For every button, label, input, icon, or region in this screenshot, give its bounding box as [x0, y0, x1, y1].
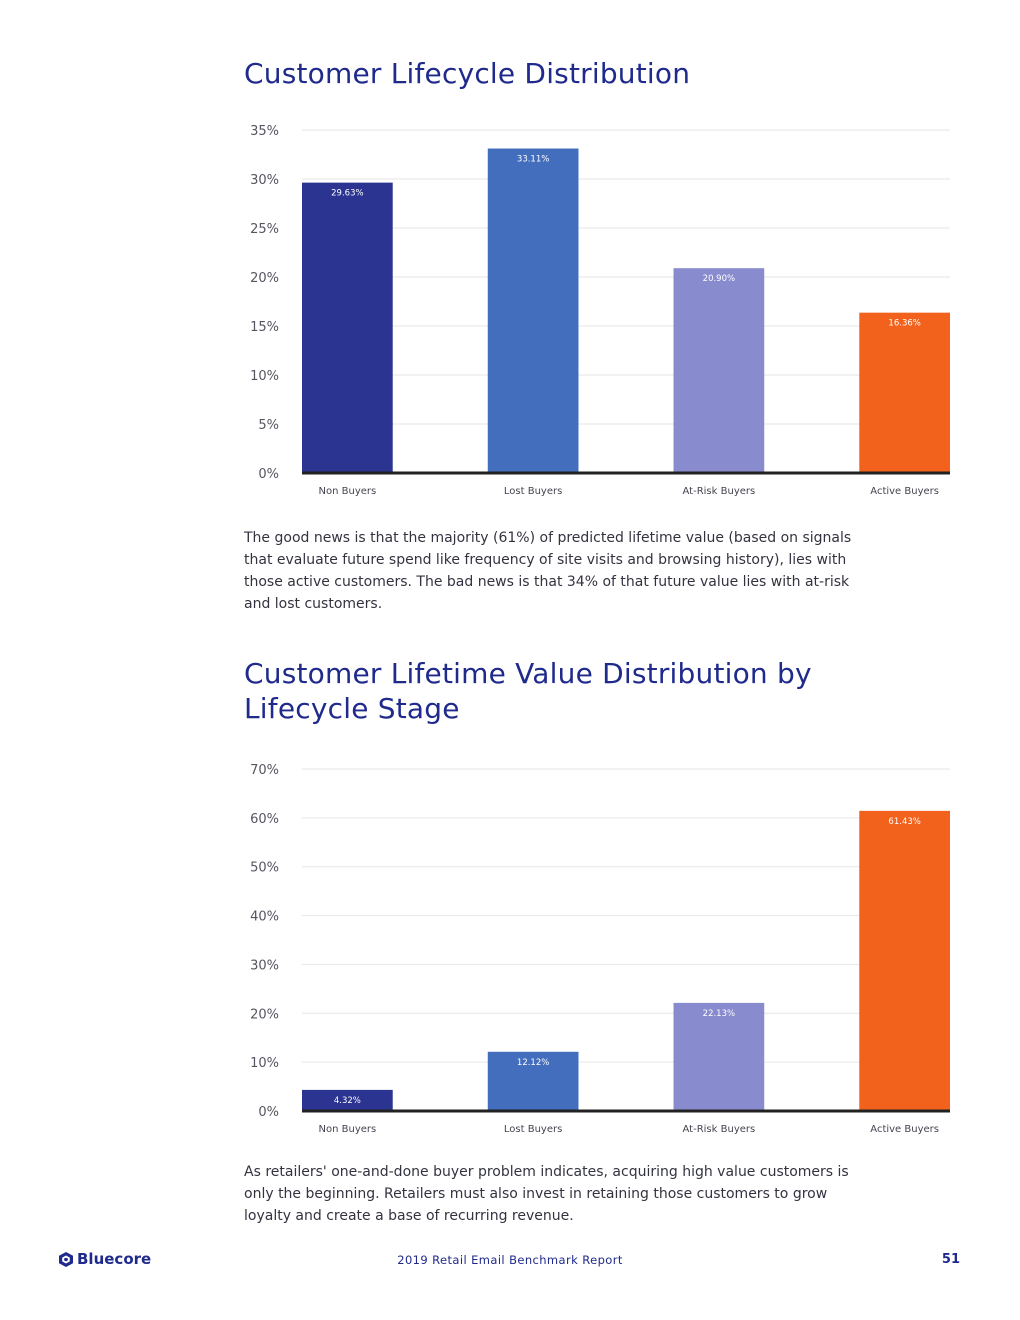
y-tick-label: 5%: [258, 418, 279, 433]
x-tick-label: Lost Buyers: [504, 486, 562, 497]
x-tick-label: Active Buyers: [870, 486, 939, 497]
data-label: 20.90%: [703, 274, 735, 284]
bar-active-buyers: [859, 810, 950, 1111]
y-tick-label: 0%: [258, 1105, 279, 1120]
y-tick-label: 20%: [250, 271, 279, 286]
y-tick-label: 70%: [250, 763, 279, 778]
bar-non-buyers: [302, 182, 393, 473]
page-number: 51: [941, 1252, 960, 1267]
y-tick-label: 50%: [250, 861, 279, 876]
data-label: 29.63%: [331, 189, 363, 199]
y-tick-label: 25%: [250, 222, 279, 237]
bluecore-hexagon-icon: [59, 1251, 73, 1267]
y-tick-label: 60%: [250, 812, 279, 827]
data-label: 61.43%: [888, 817, 920, 827]
body-paragraph-2: As retailers' one-and-done buyer problem…: [244, 1164, 849, 1224]
data-label: 33.11%: [517, 155, 549, 165]
data-label: 22.13%: [703, 1009, 735, 1019]
x-tick-label: Non Buyers: [319, 486, 377, 497]
chart-svg: 0% 10% 20% 30% 40% 50% 60% 70% 4.32% Non Buyers 12…: [250, 763, 950, 1135]
y-tick-label: 40%: [250, 910, 279, 925]
y-tick-label: 10%: [250, 1056, 279, 1071]
y-tick-label: 35%: [250, 124, 279, 139]
bar-active-buyers: [859, 312, 950, 473]
data-label: 4.32%: [334, 1096, 361, 1106]
body-paragraph-1: The good news is that the majority (61%)…: [244, 530, 852, 612]
chart-title-lifecycle-distribution: Customer Lifecycle Distribution: [244, 57, 691, 90]
page-footer: Bluecore 2019 Retail Email Benchmark Rep…: [0, 1250, 1020, 1274]
chart-title-lifetime-value-distribution: Customer Lifetime Value Distribution by …: [244, 657, 812, 725]
logo-text: Bluecore: [77, 1250, 152, 1268]
x-tick-label: Non Buyers: [319, 1124, 377, 1135]
x-tick-label: At-Risk Buyers: [683, 486, 756, 497]
y-tick-label: 10%: [250, 369, 279, 384]
chart-lifecycle-distribution: 0% 5% 10% 15% 20% 25% 30% 35% 29.63% Non Buyers 33…: [240, 115, 960, 510]
bar-at-risk-buyers: [673, 1002, 765, 1111]
bar-at-risk-buyers: [673, 268, 765, 473]
y-tick-label: 15%: [250, 320, 279, 335]
y-tick-label: 30%: [250, 958, 279, 973]
bar-lost-buyers: [487, 148, 579, 473]
y-tick-label: 20%: [250, 1007, 279, 1022]
x-tick-label: Lost Buyers: [504, 1124, 562, 1135]
y-tick-label: 0%: [258, 467, 279, 482]
chart-svg: 0% 5% 10% 15% 20% 25% 30% 35% 29.63% Non Buyers 33…: [250, 124, 950, 497]
x-tick-label: Active Buyers: [870, 1124, 939, 1135]
bar-lost-buyers: [487, 1051, 579, 1111]
bar-non-buyers: [302, 1089, 393, 1111]
x-tick-label: At-Risk Buyers: [683, 1124, 756, 1135]
bluecore-logo[interactable]: Bluecore: [58, 1250, 151, 1268]
data-label: 16.36%: [888, 319, 920, 329]
data-label: 12.12%: [517, 1058, 549, 1068]
chart-lifetime-value-distribution: 0% 10% 20% 30% 40% 50% 60% 70% 4.32% Non Buyers 12…: [240, 750, 960, 1150]
y-tick-label: 30%: [250, 173, 279, 188]
report-title: 2019 Retail Email Benchmark Report: [397, 1253, 623, 1267]
